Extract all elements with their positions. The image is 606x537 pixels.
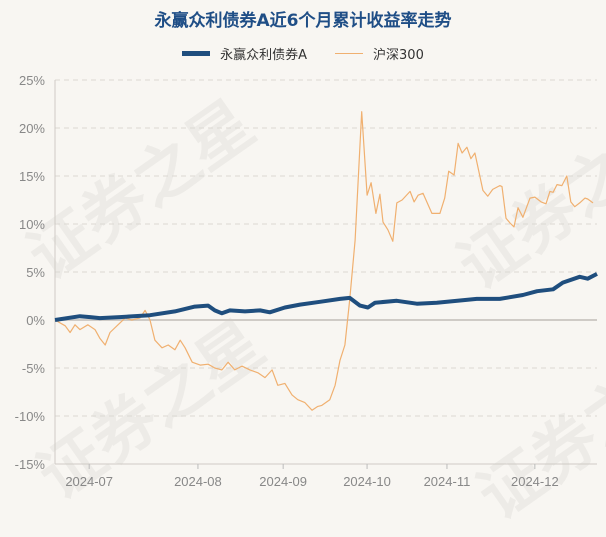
line-chart: 25% 20% 15% 10% 5% 0% -5% -10% -15% 2024-07 2024-0… bbox=[15, 73, 598, 489]
x-tick-label: 2024-11 bbox=[424, 474, 471, 489]
legend-item-hs300[interactable]: 沪深300 bbox=[335, 44, 424, 63]
x-tick-label: 2024-08 bbox=[174, 474, 222, 489]
y-tick-label: 15% bbox=[19, 169, 45, 184]
series-line-fund bbox=[54, 272, 598, 322]
legend-swatch-fund bbox=[182, 51, 211, 56]
y-tick-label: 10% bbox=[19, 217, 45, 232]
x-tick-label: 2024-12 bbox=[511, 474, 559, 489]
chart-title: 永赢众利债券A近6个月累计收益率走势 bbox=[154, 11, 452, 31]
legend-label-hs300: 沪深300 bbox=[373, 48, 424, 63]
legend-label-fund: 永赢众利债券A bbox=[220, 48, 308, 63]
y-tick-label: 25% bbox=[19, 73, 45, 88]
y-tick-label: 0% bbox=[26, 313, 45, 328]
y-tick-label: -5% bbox=[22, 361, 46, 376]
x-tick-label: 2024-07 bbox=[65, 474, 113, 489]
legend: 永赢众利债券A 沪深300 bbox=[0, 44, 606, 63]
legend-item-fund[interactable]: 永赢众利债券A bbox=[182, 44, 307, 63]
y-tick-label: -10% bbox=[15, 409, 46, 424]
legend-swatch-hs300 bbox=[335, 52, 364, 55]
x-tick-label: 2024-10 bbox=[343, 474, 391, 489]
series-line-hs300 bbox=[54, 111, 594, 411]
y-tick-label: -15% bbox=[15, 457, 46, 472]
y-tick-label: 20% bbox=[19, 121, 45, 136]
y-tick-label: 5% bbox=[26, 265, 45, 280]
x-tick-label: 2024-09 bbox=[259, 474, 307, 489]
